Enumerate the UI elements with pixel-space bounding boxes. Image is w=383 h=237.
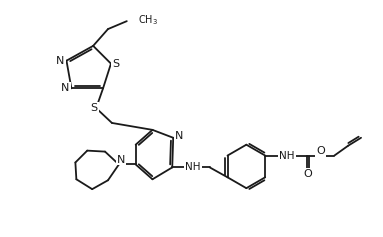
- Text: N: N: [56, 56, 65, 66]
- Text: NH: NH: [185, 162, 201, 173]
- Text: NH: NH: [279, 150, 295, 160]
- Text: CH$_3$: CH$_3$: [137, 13, 158, 27]
- Text: O: O: [303, 169, 312, 179]
- Text: O: O: [316, 146, 325, 156]
- Text: N: N: [175, 131, 183, 141]
- Text: S: S: [91, 103, 98, 113]
- Text: S: S: [112, 59, 119, 69]
- Text: N: N: [61, 83, 70, 93]
- Text: N: N: [117, 155, 125, 164]
